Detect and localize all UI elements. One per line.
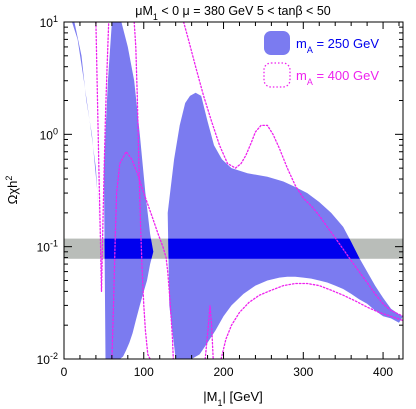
axis-ticks: [63, 21, 403, 360]
y-tick-exponent: -1: [50, 239, 58, 249]
y-tick-label: 10-1: [37, 239, 58, 255]
y-tick-exponent: 1: [53, 14, 58, 24]
legend-swatch-ma250: [264, 31, 290, 55]
x-axis-title-pre: |M: [203, 389, 217, 404]
ma250-filled-layer: [67, 22, 403, 359]
chart-title-mu: μM: [135, 4, 153, 18]
legend-label-ma250: mA = 250 GeV: [296, 36, 379, 55]
y-tick-exponent: 0: [53, 126, 58, 136]
x-axis-title: |M1| [GeV]: [203, 389, 262, 408]
y-tick-label: 100: [40, 126, 58, 142]
legend-label-ma400: mA = 400 GeV: [296, 68, 379, 87]
x-tick-label: 200: [214, 365, 234, 379]
chart-title-rest: < 0 μ = 380 GeV 5 < tanβ < 50: [158, 4, 331, 18]
plot-frame: [63, 21, 404, 360]
chart-title: μM1 < 0 μ = 380 GeV 5 < tanβ < 50: [135, 4, 331, 22]
ma250-region-in-band: [168, 238, 360, 259]
ma400-dotted-layer: [95, 22, 403, 359]
ma250-region: [103, 22, 154, 359]
x-tick-label: 100: [134, 365, 154, 379]
y-tick-base: 10: [37, 241, 51, 255]
x-axis-title-sub: 1: [217, 398, 222, 408]
ma400-curve: [182, 22, 403, 317]
ma400-curve: [204, 305, 214, 359]
y-axis-title-main: Ωχh: [5, 181, 20, 205]
x-tick-label: 400: [373, 365, 393, 379]
ma400-curve: [133, 22, 151, 359]
ma250-region: [167, 92, 403, 359]
y-tick-base: 10: [37, 353, 51, 367]
x-axis-title-post: | [GeV]: [223, 389, 263, 404]
y-tick-base: 10: [40, 128, 54, 142]
ma400-curve: [95, 22, 110, 292]
y-tick-label: 101: [40, 14, 58, 30]
legend-swatch-ma400: [263, 62, 291, 88]
ma400-curve: [111, 150, 174, 359]
legend: mA = 250 GeV mA = 400 GeV: [263, 31, 379, 88]
y-axis-title-sup: 2: [4, 176, 14, 181]
x-tick-label: 300: [293, 365, 313, 379]
x-tick-label: 0: [61, 365, 68, 379]
y-tick-label: 10-2: [37, 351, 58, 367]
y-axis-title: Ωχh2: [4, 176, 20, 205]
y-tick-labels: 10-2 10-1 100 101: [37, 14, 58, 367]
chart-title-mu-subscript: 1: [153, 12, 158, 22]
ma400-curve: [220, 282, 403, 359]
x-tick-labels: 0 100 200 300 400: [61, 365, 394, 379]
y-tick-exponent: -2: [50, 351, 58, 361]
ma250-region: [67, 22, 101, 247]
y-tick-base: 10: [40, 16, 54, 30]
plot-area: [64, 22, 403, 359]
ma250-region-in-band: [100, 238, 101, 247]
